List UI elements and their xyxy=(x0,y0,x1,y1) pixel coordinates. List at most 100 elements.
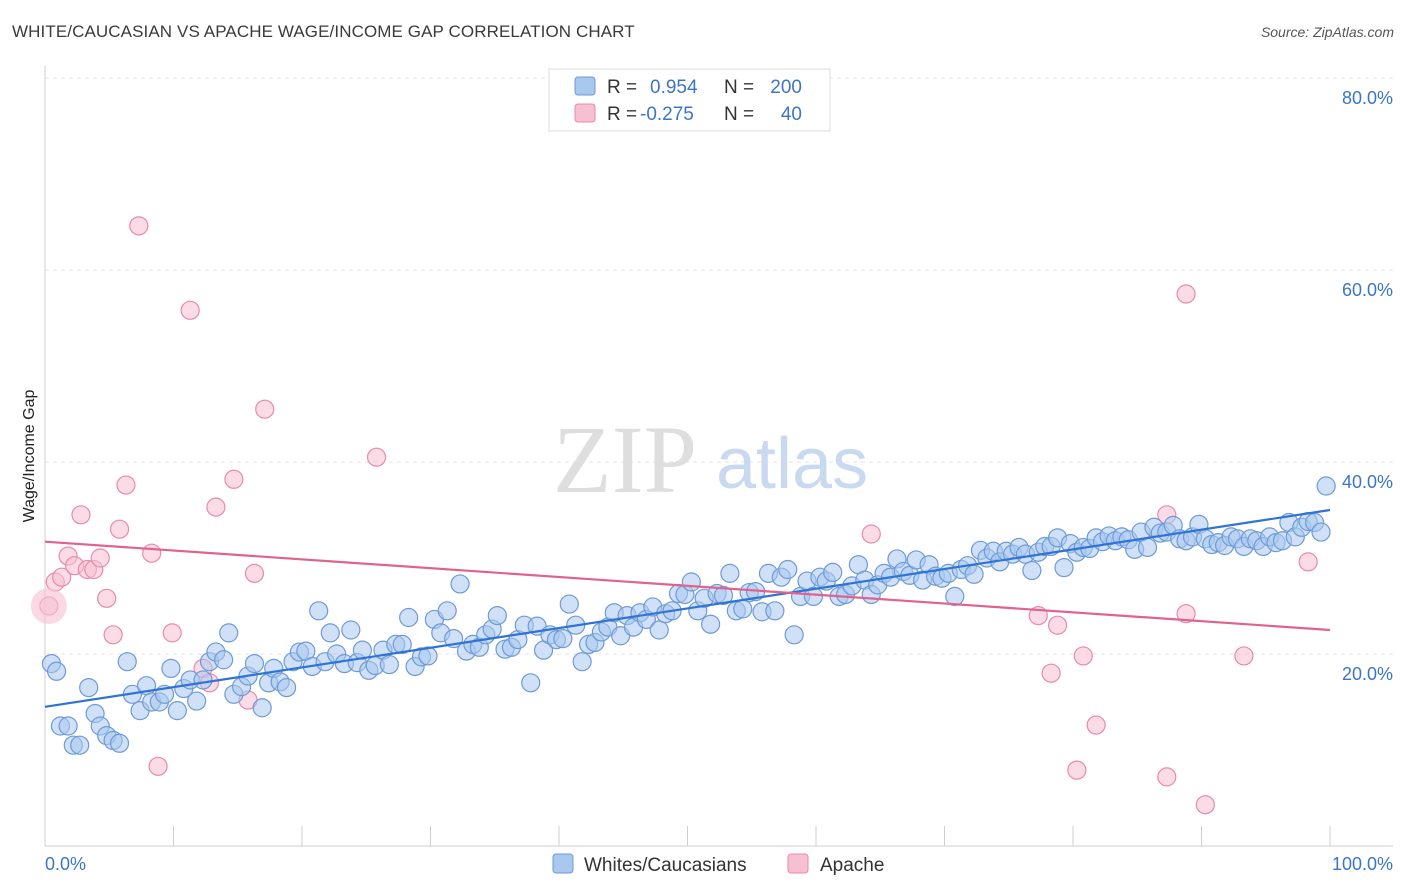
grid-lines xyxy=(45,77,1393,655)
series-whites-points xyxy=(41,476,1336,755)
legend-swatch-whites xyxy=(552,853,574,874)
watermark-atlas: atlas xyxy=(716,424,868,504)
whites-point xyxy=(244,653,265,674)
apache-point xyxy=(109,519,130,539)
whites-point xyxy=(1311,522,1331,542)
whites-point xyxy=(117,652,137,672)
whites-point xyxy=(765,601,785,621)
whites-point xyxy=(572,652,592,672)
legend-stats-r-value-whites: 0.954 xyxy=(650,77,698,98)
y-tick-label: 20.0% xyxy=(1342,664,1393,684)
whites-point xyxy=(649,620,669,640)
apache-point xyxy=(1176,284,1196,304)
apache-point xyxy=(1047,615,1068,635)
whites-point xyxy=(1316,476,1336,496)
apache-point xyxy=(366,447,387,467)
apache-point xyxy=(1157,767,1177,787)
apache-point xyxy=(52,567,72,587)
apache-point xyxy=(1176,604,1196,624)
whites-point xyxy=(1022,560,1042,581)
apache-point xyxy=(1086,715,1106,735)
x-tick-labels: 0.0% 100.0% xyxy=(45,854,1393,874)
apache-point xyxy=(1234,646,1254,666)
whites-point xyxy=(392,634,412,655)
whites-point xyxy=(219,623,239,643)
whites-point xyxy=(450,574,470,594)
trend-lines xyxy=(44,508,1331,708)
whites-point xyxy=(276,677,297,698)
legend-stats-n-value-whites: 200 xyxy=(770,77,802,98)
source-credit: Source: ZipAtlas.com xyxy=(1260,24,1394,40)
whites-point xyxy=(681,572,701,592)
whites-point xyxy=(1137,537,1158,558)
whites-point xyxy=(945,586,965,607)
whites-point xyxy=(778,559,798,580)
whites-point xyxy=(193,670,213,690)
legend-stats-n-value-apache: 40 xyxy=(781,104,802,125)
y-tick-label: 80.0% xyxy=(1342,88,1393,108)
legend-stats-n-label-whites: N = xyxy=(724,77,754,98)
whites-point xyxy=(252,698,272,718)
trend-line-apache xyxy=(44,540,1331,632)
apache-point xyxy=(180,300,200,320)
legend-stats: R = 0.954 N = 200 R = -0.275 N = 40 xyxy=(548,68,831,132)
whites-point xyxy=(58,716,78,736)
apache-point xyxy=(97,588,117,608)
legend-stats-r-label-apache: R = xyxy=(607,104,637,125)
whites-point xyxy=(720,563,740,583)
whites-point xyxy=(487,605,507,626)
apache-point xyxy=(206,497,226,517)
whites-point xyxy=(521,673,541,693)
trend-line-whites xyxy=(44,508,1331,708)
apache-point xyxy=(861,524,881,544)
apache-point xyxy=(90,548,110,568)
y-tick-labels: 20.0% 40.0% 60.0% 80.0% xyxy=(1342,88,1393,684)
apache-point xyxy=(162,623,182,643)
apache-point xyxy=(1041,663,1061,683)
whites-point xyxy=(309,601,329,621)
y-tick-label: 40.0% xyxy=(1342,472,1393,492)
whites-point xyxy=(1054,557,1074,578)
apache-point xyxy=(1298,552,1318,572)
apache-point xyxy=(224,469,244,489)
whites-point xyxy=(341,620,361,640)
apache-point xyxy=(244,563,265,583)
legend-stats-swatch-whites xyxy=(574,76,596,96)
legend-swatch-apache xyxy=(787,853,809,874)
whites-point xyxy=(559,594,579,614)
whites-point xyxy=(79,677,99,698)
whites-point xyxy=(161,658,181,679)
legend-stats-swatch-apache xyxy=(574,103,596,123)
whites-point xyxy=(109,733,130,753)
legend-stats-n-label-apache: N = xyxy=(724,104,754,125)
whites-point xyxy=(437,601,457,621)
y-axis-label: Wage/Income Gap xyxy=(21,390,38,523)
whites-point xyxy=(418,646,438,666)
apache-point xyxy=(116,475,136,495)
watermark-zip: ZIP xyxy=(553,406,697,513)
apache-point xyxy=(142,543,162,563)
whites-point xyxy=(46,661,67,681)
x-tick-label-max: 100.0% xyxy=(1332,854,1393,874)
y-tick-label: 60.0% xyxy=(1342,280,1393,300)
legend-label-apache: Apache xyxy=(820,855,884,876)
axes xyxy=(44,66,1393,847)
apache-point xyxy=(255,399,275,419)
apache-point xyxy=(1073,646,1093,666)
legend-series: Whites/Caucasians Apache xyxy=(552,853,884,876)
apache-point xyxy=(148,756,168,776)
x-tick-label-min: 0.0% xyxy=(45,854,86,874)
whites-point xyxy=(553,629,573,649)
watermark: ZIP atlas xyxy=(553,406,868,513)
apache-point xyxy=(129,216,149,236)
apache-point-large xyxy=(30,588,67,624)
whites-point xyxy=(379,654,399,675)
whites-point xyxy=(399,607,419,628)
whites-point xyxy=(167,701,187,721)
series-apache-points xyxy=(30,216,1318,815)
whites-point xyxy=(733,599,753,619)
apache-point xyxy=(103,625,123,645)
whites-point xyxy=(964,564,984,584)
legend-stats-r-value-apache: -0.275 xyxy=(640,104,694,125)
whites-point xyxy=(823,562,843,583)
